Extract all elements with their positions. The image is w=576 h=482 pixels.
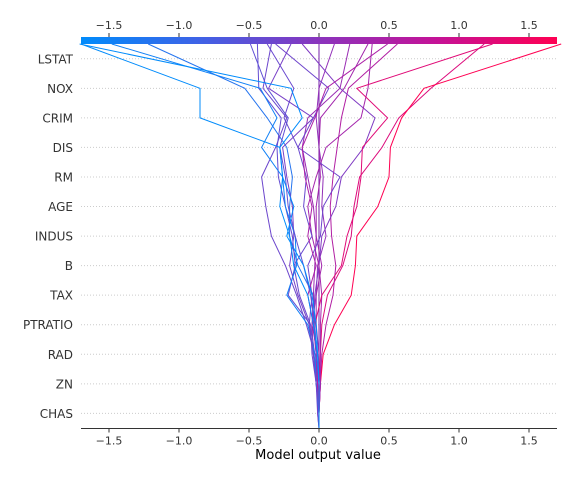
feature-label-indus: INDUS [35, 230, 73, 244]
top-x-axis: −1.5 −1.0 −0.5 0.0 0.5 1.0 1.5 [96, 19, 538, 37]
decision-line-21 [80, 43, 320, 429]
feature-label-rad: RAD [48, 348, 73, 362]
bottom-tick-label: 0.0 [310, 434, 328, 447]
top-tick-label: 0.5 [380, 19, 398, 32]
top-tick-label: 0.0 [310, 19, 328, 32]
decision-line-17 [275, 43, 341, 429]
feature-label-tax: TAX [49, 289, 73, 303]
decision-line-9 [301, 43, 376, 429]
decision-line-20 [79, 43, 320, 429]
feature-label-nox: NOX [47, 82, 73, 96]
decision-line-16 [111, 43, 320, 429]
feature-label-b: B [65, 259, 73, 273]
feature-label-zn: ZN [56, 377, 73, 391]
feature-label-age: AGE [48, 200, 73, 214]
bottom-tick-label: 0.5 [380, 434, 398, 447]
top-tick-label: 1.5 [520, 19, 538, 32]
feature-label-chas: CHAS [40, 407, 73, 421]
top-tick-label: 1.0 [450, 19, 468, 32]
feature-label-ptratio: PTRATIO [23, 318, 73, 332]
feature-label-rm: RM [54, 170, 73, 184]
feature-label-lstat: LSTAT [38, 52, 74, 66]
colorbar [81, 37, 557, 44]
bottom-tick-label: −1.5 [96, 434, 123, 447]
bottom-tick-label: 1.5 [520, 434, 538, 447]
decision-line-13 [266, 43, 320, 429]
x-axis-label: Model output value [255, 448, 381, 463]
top-tick-label: −0.5 [236, 19, 263, 32]
bottom-tick-label: −1.0 [166, 434, 193, 447]
decision-lines [79, 43, 562, 429]
feature-label-crim: CRIM [42, 111, 73, 125]
decision-line-18 [301, 43, 388, 429]
decision-line-19 [249, 43, 320, 429]
top-tick-label: −1.0 [166, 19, 193, 32]
bottom-tick-label: 1.0 [450, 434, 468, 447]
top-tick-label: −1.5 [96, 19, 123, 32]
bottom-tick-label: −0.5 [236, 434, 263, 447]
feature-label-dis: DIS [53, 141, 73, 155]
feature-labels: LSTAT NOX CRIM DIS RM AGE INDUS B TAX PTRATIO RAD Z… [23, 52, 74, 421]
bottom-x-axis: −1.5 −1.0 −0.5 0.0 0.5 1.0 1.5 [81, 427, 557, 447]
decision-line-11 [301, 43, 351, 429]
